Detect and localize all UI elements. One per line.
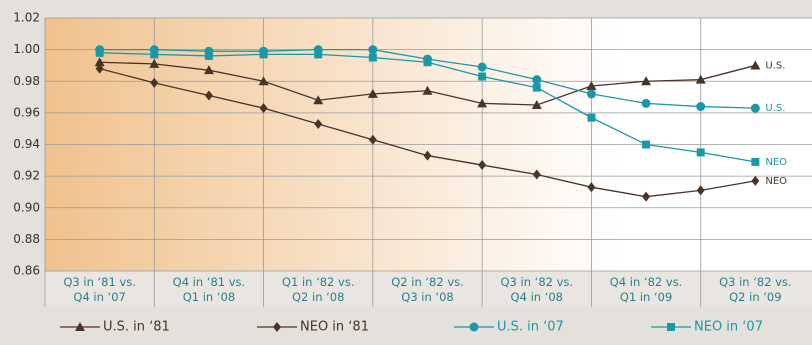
category-band: [45, 271, 812, 307]
marker: [696, 148, 705, 157]
marker: [259, 50, 268, 59]
marker: [667, 323, 675, 331]
marker: [94, 57, 105, 67]
marker: [477, 62, 487, 72]
legend-label: NEO in ‘07: [694, 320, 763, 335]
marker: [751, 175, 760, 186]
marker: [469, 322, 479, 332]
marker: [587, 182, 596, 193]
y-tick-label: 1.02: [13, 11, 40, 25]
legend-label: U.S. in ‘07: [497, 320, 564, 335]
marker: [150, 50, 159, 59]
marker: [695, 74, 706, 84]
marker: [532, 83, 541, 92]
y-tick-label: 0.90: [13, 200, 40, 214]
x-tick-label: Q2 in ‘82 vs. Q3 in ‘08: [391, 275, 464, 304]
marker: [368, 134, 377, 145]
marker: [586, 89, 596, 99]
x-tick-label: Q3 in ‘82 vs. Q4 in ‘08: [500, 275, 574, 304]
marker: [314, 50, 323, 59]
marker: [423, 150, 432, 161]
marker: [532, 75, 542, 85]
end-label: NEO: [765, 176, 787, 187]
x-tick-label: Q3 in ‘82 vs. Q2 in ‘09: [719, 275, 792, 304]
y-tick-label: 0.88: [13, 232, 40, 246]
legend-label: NEO in ‘81: [300, 320, 369, 335]
y-tick-label: 1.00: [13, 42, 40, 56]
marker: [642, 140, 651, 149]
marker: [478, 160, 487, 171]
marker: [203, 65, 214, 75]
y-tick-label: 0.98: [13, 74, 40, 88]
marker: [368, 53, 377, 62]
marker: [258, 76, 269, 86]
marker: [751, 157, 760, 166]
marker: [368, 45, 378, 55]
marker: [367, 88, 378, 98]
marker: [259, 103, 268, 114]
y-tick-label: 0.94: [13, 137, 40, 151]
marker: [641, 76, 652, 86]
marker: [641, 98, 651, 108]
marker: [532, 169, 541, 180]
marker: [149, 58, 160, 68]
marker: [204, 90, 213, 101]
marker: [273, 322, 281, 332]
marker: [696, 102, 706, 112]
marker: [531, 99, 542, 109]
x-tick-label: Q4 in ‘82 vs. Q1 in ‘09: [609, 275, 683, 304]
x-tick-label: Q3 in ‘81 vs. Q4 in ‘07: [63, 275, 136, 304]
marker: [587, 113, 596, 122]
marker: [314, 118, 323, 129]
marker: [423, 58, 432, 67]
marker: [642, 191, 651, 202]
marker: [95, 48, 104, 57]
marker: [150, 77, 159, 88]
y-tick-label: 0.86: [13, 264, 40, 278]
marker: [477, 98, 488, 108]
end-label: NEO: [765, 157, 787, 168]
marker: [75, 322, 85, 331]
marker: [750, 60, 761, 70]
marker: [696, 185, 705, 196]
x-tick-label: Q1 in ‘82 vs. Q2 in ‘08: [281, 275, 355, 304]
marker: [586, 80, 597, 90]
marker: [750, 103, 760, 113]
marker: [95, 63, 104, 74]
marker: [422, 85, 433, 95]
x-tick-label: Q4 in ‘81 vs. Q1 in ‘08: [172, 275, 246, 304]
legend-label: U.S. in ‘81: [103, 320, 170, 335]
marker: [313, 95, 324, 105]
marker: [478, 72, 487, 81]
end-label: U.S.: [765, 103, 785, 114]
end-label: U.S.: [765, 60, 785, 71]
y-tick-label: 0.92: [13, 169, 40, 183]
y-tick-label: 0.96: [13, 105, 40, 119]
marker: [204, 51, 213, 60]
